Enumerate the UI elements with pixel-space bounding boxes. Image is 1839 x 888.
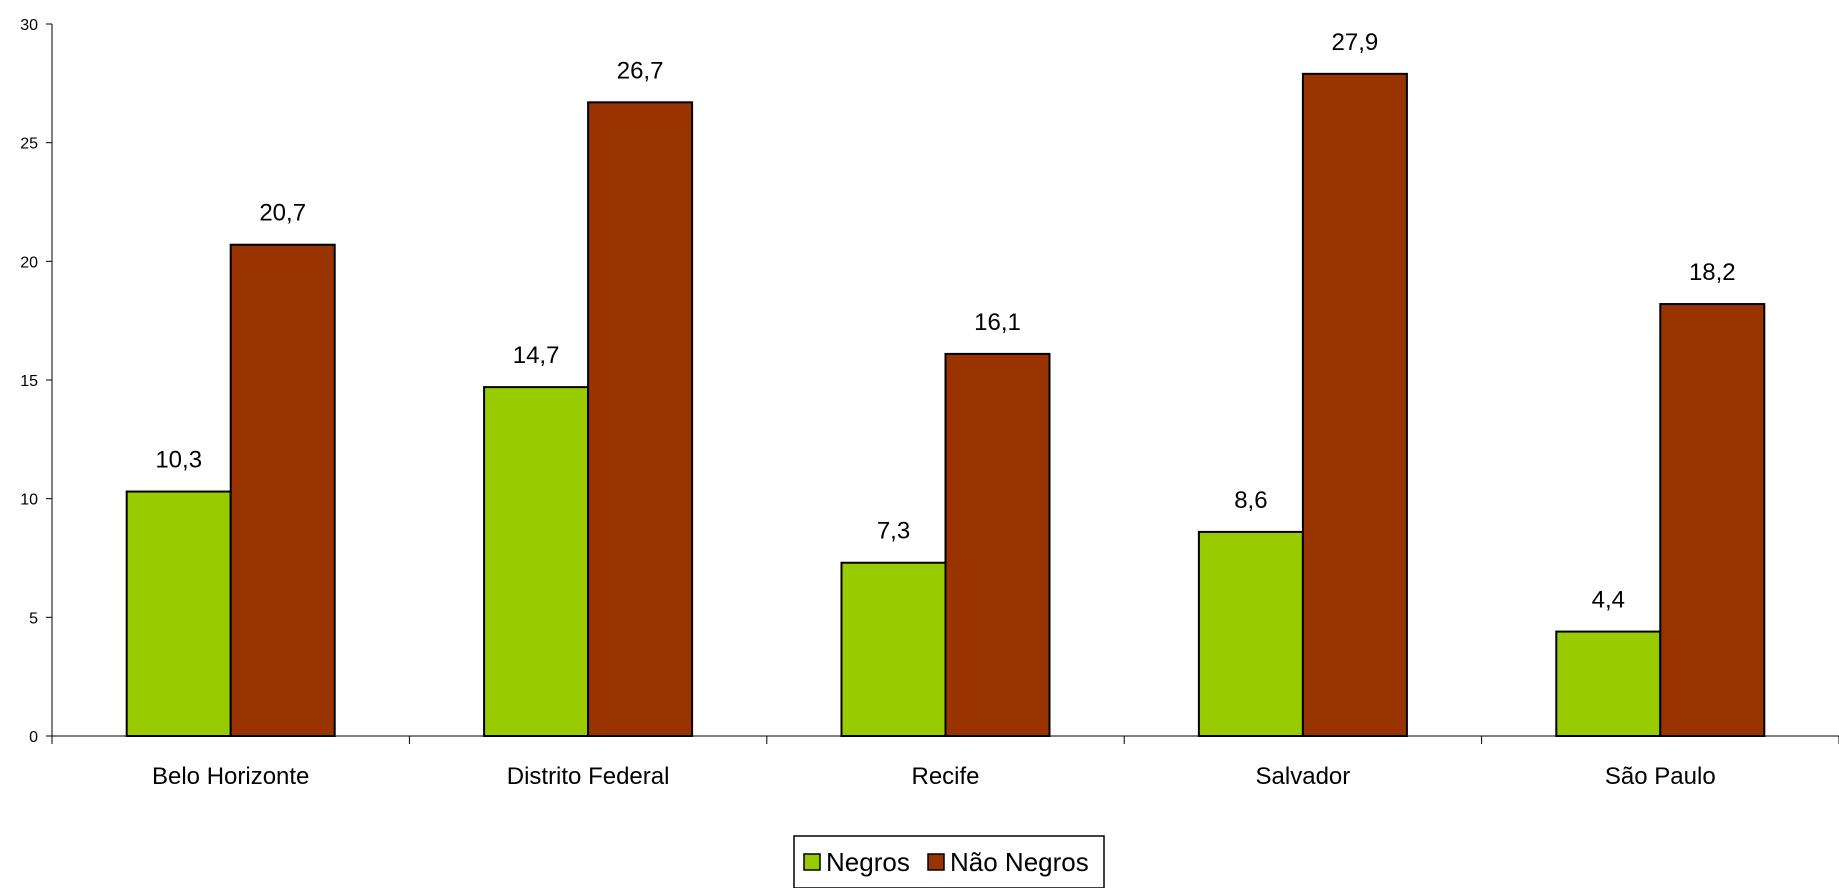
y-tick-label: 10: [20, 492, 38, 509]
y-tick-label: 30: [20, 17, 38, 34]
data-label: 8,6: [1234, 487, 1267, 514]
x-category-label: Distrito Federal: [507, 763, 670, 790]
data-label: 20,7: [259, 200, 306, 227]
bar-negros: [1197, 530, 1304, 737]
bar-negros: [483, 386, 590, 737]
bar-nao-negros: [587, 101, 694, 737]
data-label: 27,9: [1332, 29, 1379, 56]
data-label: 4,4: [1592, 587, 1625, 614]
y-tick-label: 5: [29, 610, 38, 627]
x-category-label: São Paulo: [1605, 763, 1716, 790]
y-tick-label: 15: [20, 373, 38, 390]
data-label: 10,3: [155, 447, 202, 474]
y-tick-label: 25: [20, 136, 38, 153]
data-label: 18,2: [1689, 259, 1736, 286]
data-label: 26,7: [617, 57, 664, 84]
bar-nao-negros: [1659, 303, 1766, 737]
legend-label: Não Negros: [950, 847, 1089, 877]
y-tick-label: 0: [29, 729, 38, 746]
legend-swatch: [803, 853, 821, 871]
bars: [125, 72, 1766, 737]
bar-negros: [1555, 630, 1662, 737]
bar-nao-negros: [229, 243, 336, 737]
data-label: 7,3: [877, 518, 910, 545]
bar-nao-negros: [944, 352, 1051, 737]
data-labels: 10,3 20,7 14,7 26,7 7,3 16,1 8,6 27,9 4,4 18,2: [155, 29, 1735, 614]
data-label: 16,1: [974, 309, 1021, 336]
bar-negros: [840, 561, 947, 737]
legend: Negros Não Negros: [793, 835, 1105, 888]
data-label: 14,7: [513, 342, 560, 369]
axes: 0 5 10 15 20 25 30 Belo Horizonte Distrito Feder…: [20, 17, 1839, 790]
y-tick-label: 20: [20, 254, 38, 271]
bar-nao-negros: [1301, 72, 1408, 737]
legend-label: Negros: [826, 847, 910, 877]
legend-swatch: [927, 853, 945, 871]
legend-box: [793, 835, 1105, 888]
x-category-label: Belo Horizonte: [152, 763, 309, 790]
bar-negros: [125, 490, 232, 737]
x-category-label: Recife: [911, 763, 979, 790]
x-category-label: Salvador: [1256, 763, 1351, 790]
